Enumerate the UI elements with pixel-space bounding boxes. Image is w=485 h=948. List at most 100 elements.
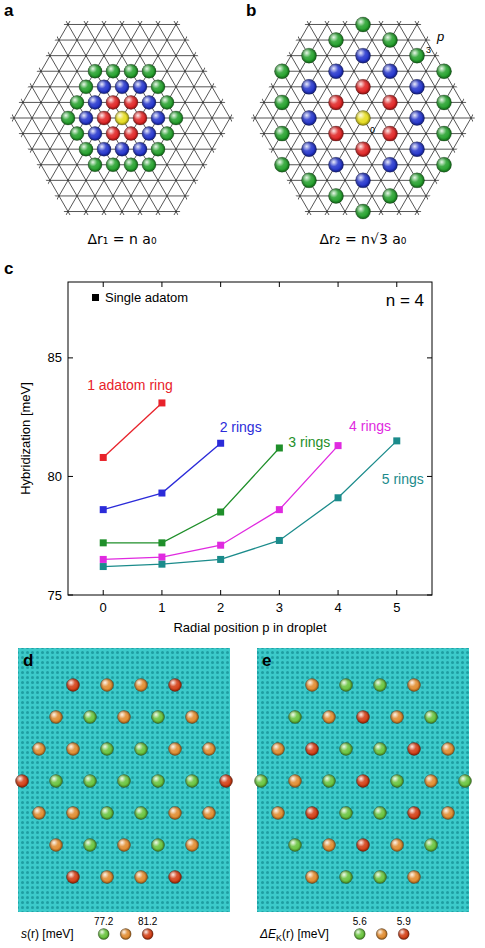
adatom-shade <box>329 188 344 203</box>
lattice-line <box>0 0 193 291</box>
adatom-shine <box>425 775 438 788</box>
lattice-line <box>29 0 229 291</box>
lattice-line <box>137 0 337 291</box>
adatom-body <box>142 929 153 940</box>
adatom-shade <box>275 64 290 79</box>
adatom-body <box>135 871 148 884</box>
surface-panel: eΔEK(r) [meV]5.65.9 <box>255 648 472 943</box>
adatom-shade <box>398 929 409 940</box>
series-label: 4 rings <box>349 418 391 434</box>
adatom <box>67 679 80 692</box>
lattice-line <box>166 0 366 291</box>
adatom <box>124 158 138 172</box>
x-tick <box>161 282 162 287</box>
lattice-line <box>317 0 485 291</box>
adatom-shine <box>50 775 63 788</box>
adatom-shade <box>118 711 131 724</box>
adatom-shade <box>289 711 302 724</box>
lattice-line <box>400 0 485 291</box>
adatom <box>79 111 93 125</box>
adatom-shine <box>374 871 387 884</box>
adatom-shine <box>425 839 438 852</box>
adatom <box>115 80 129 94</box>
series-marker <box>217 542 224 549</box>
adatom <box>356 111 371 126</box>
adatom-shade <box>16 775 29 788</box>
adatom-body <box>151 111 165 125</box>
adatom-body <box>142 158 156 172</box>
adatom-shade <box>106 95 120 109</box>
colorbar-label: ΔEK(r) [meV] <box>259 927 329 943</box>
adatom-body <box>340 679 353 692</box>
adatom-body <box>106 64 120 78</box>
lattice-line <box>94 0 294 291</box>
adatom <box>97 80 111 94</box>
lattice <box>0 0 485 305</box>
adatom-body <box>106 95 120 109</box>
adatom <box>329 157 344 172</box>
adatom-body <box>133 80 147 94</box>
adatom-shade <box>289 839 302 852</box>
adatom-shine <box>437 64 452 79</box>
adatom-shine <box>410 173 425 188</box>
lattice-line <box>184 0 384 291</box>
adatom <box>383 95 398 110</box>
lattice-line <box>191 0 391 291</box>
lattice-line <box>425 0 485 291</box>
adatom <box>383 188 398 203</box>
lattice-line <box>213 273 485 274</box>
adatom-shade <box>124 95 138 109</box>
adatom-body <box>115 142 129 156</box>
adatom <box>437 126 452 141</box>
lattice-line <box>425 0 485 291</box>
adatom-shine <box>356 204 371 219</box>
adatom-shade <box>203 743 216 756</box>
adatom-shade <box>124 64 138 78</box>
adatom <box>340 743 353 756</box>
adatom-shade <box>329 126 344 141</box>
adatom-shade <box>101 807 114 820</box>
adatom-shine <box>356 173 371 188</box>
surface-panel: ds(r) [meV]77.281.2 <box>16 648 233 941</box>
series-marker <box>276 537 283 544</box>
adatom-shade <box>383 157 398 172</box>
series-line <box>103 403 162 458</box>
adatom-body <box>118 711 131 724</box>
adatom <box>84 711 97 724</box>
adatom-shade <box>289 775 302 788</box>
adatom-shine <box>374 679 387 692</box>
adatom-shade <box>374 679 387 692</box>
adatom-shine <box>306 743 319 756</box>
adatom <box>151 142 165 156</box>
adatom <box>275 64 290 79</box>
adatom-shade <box>33 807 46 820</box>
adatom-body <box>391 839 404 852</box>
adatom-shade <box>356 79 371 94</box>
adatom-shine <box>50 839 63 852</box>
adatom-body <box>142 127 156 141</box>
adatom-body <box>329 64 344 79</box>
series-marker <box>158 539 165 546</box>
adatom <box>437 64 452 79</box>
lattice <box>0 0 485 305</box>
x-tick <box>103 282 104 287</box>
site-label: 0 <box>370 125 375 135</box>
adatom-shade <box>357 775 370 788</box>
adatom-shine <box>383 126 398 141</box>
adatom <box>383 64 398 79</box>
adatom <box>101 871 114 884</box>
series-marker <box>100 563 107 570</box>
adatom-shade <box>50 839 63 852</box>
lattice-line <box>213 180 485 181</box>
lattice-line <box>418 0 485 291</box>
adatom-body <box>101 743 114 756</box>
adatom-body <box>135 807 148 820</box>
adatom-shine <box>356 142 371 157</box>
adatom <box>357 711 370 724</box>
adatom-shine <box>151 80 165 94</box>
adatom-shade <box>410 48 425 63</box>
adatom-shine <box>124 95 138 109</box>
lattice-line <box>0 211 272 212</box>
adatom-shine <box>101 807 114 820</box>
adatom-shine <box>302 48 317 63</box>
